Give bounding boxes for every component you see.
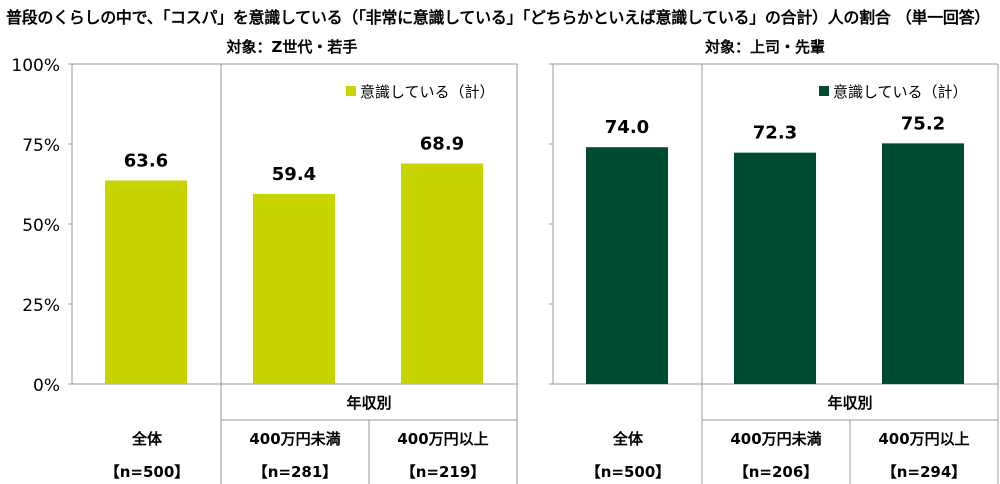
chart-title: 普段のくらしの中で、「コスパ」を意識している（「非常に意識している」「どちらかと… — [6, 8, 990, 27]
value-label: 75.2 — [901, 113, 945, 134]
n-label: 【n=294】 — [882, 463, 967, 481]
legend-swatch — [346, 86, 356, 96]
n-label: 【n=281】 — [253, 463, 338, 481]
bar — [105, 180, 187, 384]
n-label: 【n=219】 — [401, 463, 486, 481]
panel-subtitle: 対象：Z世代・若手 — [226, 38, 358, 56]
category-label: 全体 — [612, 430, 644, 448]
legend-label: 意識している（計） — [833, 83, 968, 101]
n-label: 【n=206】 — [734, 463, 819, 481]
y-axis: 100% 75% 50% 25% 0% — [11, 56, 60, 396]
category-label: 400万円以上 — [878, 430, 969, 448]
category-label: 400万円以上 — [397, 430, 488, 448]
group-label: 年収別 — [827, 394, 872, 412]
category-label: 400万円未満 — [730, 430, 821, 448]
group-label: 年収別 — [346, 394, 391, 412]
bar — [586, 147, 668, 384]
y-tick-label: 25% — [22, 296, 60, 316]
value-label: 72.3 — [753, 123, 797, 144]
y-tick-label: 0% — [33, 376, 60, 396]
value-label: 63.6 — [124, 150, 168, 171]
chart-panel-superiors: 75.2 72.3 74.0 対象：上司・先輩 意識している（計） 年収別 全体 4… — [549, 38, 999, 484]
value-label: 59.4 — [272, 164, 316, 185]
bar — [253, 193, 335, 384]
legend-label: 意識している（計） — [360, 83, 495, 101]
bar — [882, 143, 964, 384]
bar — [734, 152, 816, 384]
y-tick-label: 75% — [22, 136, 60, 156]
category-label: 全体 — [131, 430, 163, 448]
panel-subtitle: 対象：上司・先輩 — [704, 38, 825, 56]
chart-panel-z-generation: 68.959.463.6 対象：Z世代・若手 意識している（計） 年収別 全体 … — [68, 38, 518, 484]
legend-swatch — [819, 86, 829, 96]
y-tick-label: 50% — [22, 216, 60, 236]
bar — [401, 163, 483, 384]
value-label: 74.0 — [605, 117, 649, 138]
category-label: 400万円未満 — [249, 430, 340, 448]
n-label: 【n=500】 — [586, 463, 671, 481]
value-label: 68.9 — [420, 134, 464, 155]
n-label: 【n=500】 — [105, 463, 190, 481]
y-tick-label: 100% — [11, 56, 60, 76]
